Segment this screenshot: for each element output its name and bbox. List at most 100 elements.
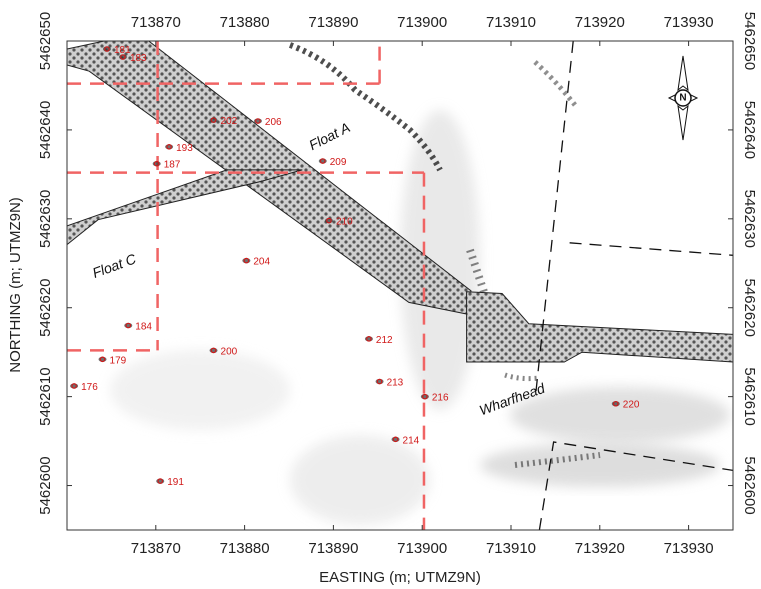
- wharfhead-structure: [466, 291, 733, 363]
- site-marker: [376, 378, 383, 385]
- plot-frame: [66, 40, 734, 531]
- x-tick-label-bottom: 713900: [397, 540, 447, 557]
- y-tick-label-right: 5462610: [741, 367, 758, 425]
- site-label: 184: [135, 322, 152, 333]
- x-tick-label-bottom: 713920: [575, 540, 625, 557]
- site-marker: [326, 217, 332, 224]
- x-tick-label-bottom: 713890: [308, 540, 358, 557]
- site-marker: [120, 54, 126, 60]
- boundary-lines: [535, 41, 733, 530]
- y-tick-label-right: 5462640: [741, 101, 758, 159]
- site-label: 181: [114, 45, 131, 56]
- site-191: 191: [156, 477, 184, 488]
- site-marker: [319, 158, 326, 164]
- site-label: 187: [164, 160, 181, 171]
- site-marker: [422, 393, 428, 400]
- site-210: 210: [324, 217, 353, 228]
- y-tick-label-right: 5462600: [741, 456, 758, 514]
- site-206: 206: [253, 117, 282, 128]
- x-tick-label-bottom: 713870: [131, 540, 181, 557]
- site-marker: [392, 436, 399, 443]
- y-tick-label-right: 5462650: [741, 12, 758, 70]
- x-tick-label-top: 713870: [131, 14, 181, 31]
- x-tick-label-bottom: 713930: [664, 540, 714, 557]
- x-tick-label-top: 713930: [664, 14, 714, 31]
- site-label: 200: [221, 346, 238, 357]
- survey-grid: [67, 41, 426, 530]
- site-label: 176: [81, 382, 98, 393]
- site-label: 183: [130, 53, 147, 64]
- site-label: 210: [336, 217, 353, 228]
- site-212: 212: [364, 335, 393, 346]
- site-193: 193: [165, 143, 193, 154]
- y-tick-label-left: 5462620: [37, 279, 54, 337]
- site-179: 179: [98, 355, 127, 366]
- site-marker: [153, 160, 160, 167]
- site-label: 220: [623, 400, 640, 411]
- site-187: 187: [152, 160, 181, 171]
- site-marker: [157, 478, 164, 484]
- north-arrow-icon: [677, 55, 689, 92]
- site-209: 209: [318, 157, 347, 168]
- x-axis-title: EASTING (m; UTMZ9N): [319, 569, 481, 586]
- site-marker: [104, 46, 110, 52]
- y-tick-label-left: 5462650: [37, 12, 54, 70]
- site-label: 206: [265, 117, 282, 128]
- site-label: 179: [110, 355, 127, 366]
- site-marker: [243, 257, 250, 264]
- y-tick-label-right: 5462630: [741, 190, 758, 248]
- structures: [67, 41, 733, 363]
- y-tick-label-left: 5462600: [37, 456, 54, 514]
- site-183: 183: [118, 53, 147, 64]
- x-tick-label-top: 713910: [486, 14, 536, 31]
- site-marker: [125, 322, 132, 329]
- site-200: 200: [209, 346, 238, 357]
- site-label: 216: [432, 393, 449, 404]
- north-arrow-letter: N: [679, 93, 686, 104]
- site-marker: [71, 383, 77, 389]
- rock-ridge: [533, 60, 577, 107]
- site-label: 204: [253, 257, 270, 268]
- x-tick-label-top: 713890: [308, 14, 358, 31]
- site-label: 209: [330, 157, 347, 168]
- site-label: 212: [376, 335, 393, 346]
- seabed-texture: [110, 42, 730, 525]
- y-tick-label-left: 5462640: [37, 101, 54, 159]
- site-214: 214: [391, 435, 420, 446]
- y-tick-label-left: 5462610: [37, 367, 54, 425]
- site-label: 202: [221, 116, 238, 127]
- site-marker: [255, 118, 261, 124]
- site-213: 213: [375, 378, 404, 389]
- float-c-structure: [67, 169, 303, 246]
- site-204: 204: [242, 257, 270, 268]
- site-184: 184: [124, 322, 152, 333]
- boundary-line: [569, 242, 733, 256]
- north-arrow: N: [667, 55, 699, 141]
- x-tick-label-top: 713880: [220, 14, 270, 31]
- site-marker: [612, 400, 619, 407]
- boundary-line: [538, 441, 733, 530]
- x-tick-label-bottom: 713910: [486, 540, 536, 557]
- site-label: 193: [176, 143, 193, 154]
- site-176: 176: [70, 382, 98, 393]
- site-label: 191: [167, 477, 184, 488]
- site-marker: [210, 347, 217, 354]
- axes: 713870 713870 713880 713880 713890 713890 7139…: [37, 12, 758, 557]
- site-label: 214: [403, 435, 420, 446]
- site-marker: [99, 356, 106, 363]
- y-tick-label-right: 5462620: [741, 279, 758, 337]
- x-tick-label-bottom: 713880: [220, 540, 270, 557]
- site-216: 216: [420, 393, 449, 404]
- site-220: 220: [611, 400, 640, 411]
- x-tick-label-top: 713920: [575, 14, 625, 31]
- y-axis-title: NORTHING (m; UTMZ9N): [7, 197, 24, 373]
- site-label: 213: [387, 378, 404, 389]
- site-202: 202: [209, 116, 238, 127]
- y-tick-label-left: 5462630: [37, 190, 54, 248]
- site-marker: [166, 144, 172, 150]
- site-181: 181: [102, 45, 131, 56]
- x-tick-label-top: 713900: [397, 14, 447, 31]
- site-marker: [366, 336, 372, 342]
